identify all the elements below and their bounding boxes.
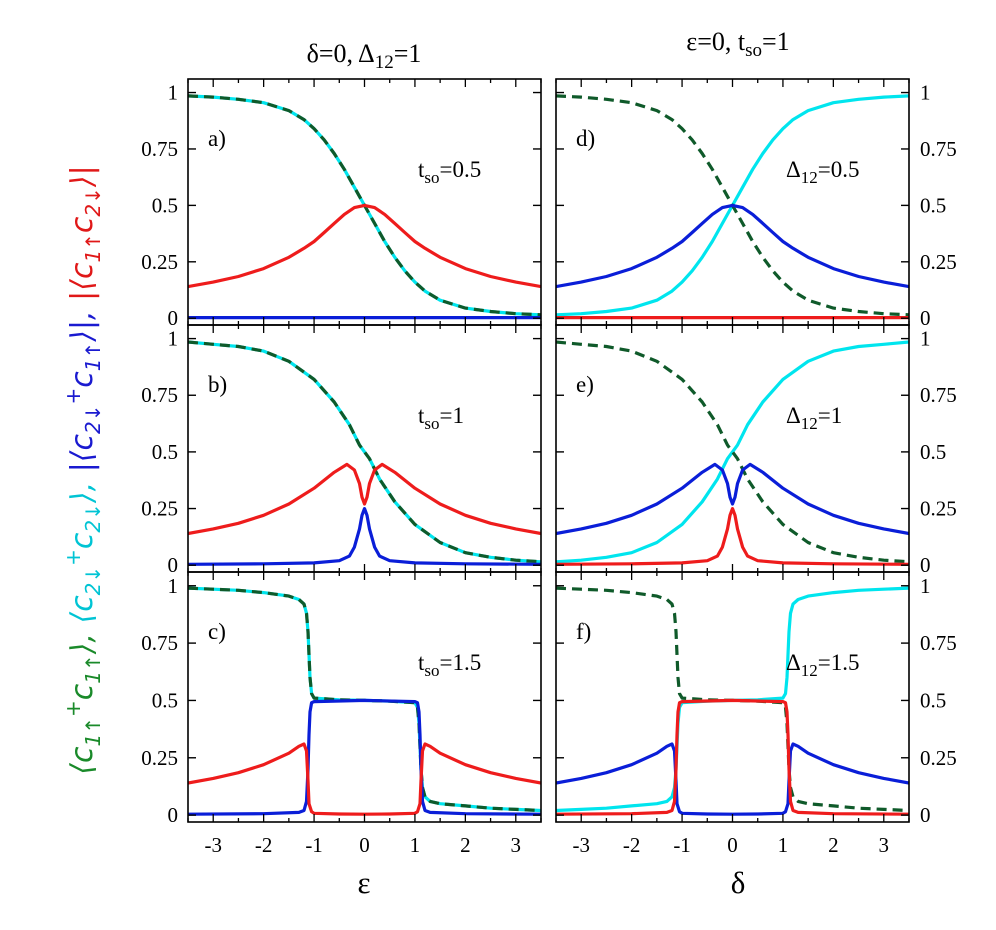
- y-tick-label: 1: [920, 574, 931, 598]
- y-tick-label: 0.25: [920, 497, 957, 521]
- plot-frame: [555, 571, 910, 823]
- plot-frame: [187, 571, 542, 823]
- x-tick-label: 3: [511, 833, 522, 857]
- y-tick-label: 0: [920, 306, 931, 330]
- x-tick-label: -3: [204, 833, 222, 857]
- series-line: [556, 203, 909, 289]
- series-group: [556, 340, 909, 566]
- series-group: [188, 94, 541, 320]
- y-tick-label: 0.25: [141, 746, 178, 770]
- x-tick-label: -2: [255, 833, 273, 857]
- panel-letter: a): [208, 126, 226, 151]
- panel-a: 0 0.25 0.5 0.75 1 a) tso=0.5: [141, 78, 542, 330]
- y-tick-label: 0.5: [920, 193, 946, 217]
- series-line: [556, 507, 909, 566]
- parameter-label: Δ12=1: [786, 403, 842, 433]
- x-tick-label: -1: [305, 833, 323, 857]
- panel-letter: d): [576, 126, 595, 151]
- y-tick-label: 1: [168, 574, 179, 598]
- series-line: [556, 340, 909, 564]
- y-tick-label: 1: [168, 81, 179, 105]
- x-tick-label: 0: [727, 833, 738, 857]
- y-tick-label: 0.25: [920, 746, 957, 770]
- x-tick-label: 3: [879, 833, 890, 857]
- y-tick-label: 0.5: [152, 688, 178, 712]
- parameter-label: tso=0.5: [418, 157, 481, 187]
- parameter-label: Δ12=0.5: [786, 157, 860, 187]
- panel-c: 0 0.25 0.5 0.75 1 -3 -2 -1 0 1 2 3 c) tso=1.5: [141, 571, 542, 857]
- y-tick-label: 0: [920, 803, 931, 827]
- y-tick-label: 0.75: [141, 631, 178, 655]
- column-title-left: δ=0, Δ12=1: [307, 39, 422, 73]
- x-tick-label: 1: [778, 833, 789, 857]
- y-tick-label: 1: [920, 327, 931, 351]
- y-tick-label: 0.75: [141, 383, 178, 407]
- y-tick-label: 0: [168, 306, 179, 330]
- panel-letter: e): [576, 372, 594, 397]
- plot-frame: [187, 324, 542, 573]
- series-line: [188, 507, 541, 566]
- series-line: [188, 742, 541, 816]
- y-tick-label: 1: [168, 327, 179, 351]
- panel-letter: f): [576, 619, 591, 644]
- series-group: [556, 94, 909, 320]
- panel-f: 0 0.25 0.5 0.75 1 -3 -2 -1 0 1 2 3 f) Δ12=1.5: [555, 571, 957, 857]
- parameter-label: tso=1.5: [418, 650, 481, 680]
- x-tick-label: 0: [359, 833, 370, 857]
- parameter-label: Δ12=1.5: [786, 650, 860, 680]
- y-tick-label: 0.25: [141, 497, 178, 521]
- x-tick-label: 1: [410, 833, 421, 857]
- x-tick-label: -1: [673, 833, 691, 857]
- panel-letter: b): [208, 372, 227, 397]
- y-tick-label: 1: [920, 81, 931, 105]
- y-tick-label: 0.75: [920, 137, 957, 161]
- panel-b: 0 0.25 0.5 0.75 1 b) tso=1: [141, 324, 542, 577]
- plot-frame: [555, 78, 910, 326]
- plot-frame: [187, 78, 542, 326]
- series-group: [556, 586, 909, 816]
- column-title-right: ε=0, tso=1: [686, 27, 789, 61]
- series-line: [556, 462, 909, 536]
- y-tick-label: 0.75: [920, 383, 957, 407]
- x-tick-label: -3: [572, 833, 590, 857]
- y-tick-label: 0.75: [141, 137, 178, 161]
- series-group: [188, 586, 541, 816]
- y-axis-label: ⟨c1↑+c1↑⟩, ⟨c2↓+c2↓⟩, |⟨c2↓+c1↑⟩|, |⟨c1↑…: [61, 165, 105, 774]
- y-tick-label: 0.75: [920, 631, 957, 655]
- series-line: [556, 742, 909, 816]
- series-line: [188, 340, 541, 564]
- x-tick-label: 2: [460, 833, 471, 857]
- panel-d: 0 0.25 0.5 0.75 1 d) Δ12=0.5: [555, 78, 957, 330]
- y-tick-label: 0.5: [152, 193, 178, 217]
- series-line: [188, 698, 541, 816]
- plot-frame: [555, 324, 910, 573]
- x-tick-label: -2: [623, 833, 641, 857]
- y-tick-label: 0.5: [920, 440, 946, 464]
- y-tick-label: 0.25: [141, 250, 178, 274]
- y-tick-label: 0: [920, 553, 931, 577]
- y-tick-label: 0.5: [920, 688, 946, 712]
- series-line: [188, 203, 541, 289]
- series-line: [188, 462, 541, 536]
- x-axis-title-right: δ: [731, 865, 746, 900]
- y-tick-label: 0.25: [920, 250, 957, 274]
- panels: 0 0.25 0.5 0.75 1 a) tso=0.5 0 0.25 0.5 0.75 1 b) tso…: [141, 78, 957, 857]
- x-tick-label: 2: [828, 833, 839, 857]
- series-line: [188, 340, 541, 564]
- x-axis-title-left: ε: [357, 865, 370, 900]
- panel-e: 0 0.25 0.5 0.75 1 e) Δ12=1: [555, 324, 957, 577]
- y-tick-label: 0: [168, 553, 179, 577]
- parameter-label: tso=1: [418, 403, 464, 433]
- panel-letter: c): [208, 619, 226, 644]
- y-tick-label: 0: [168, 803, 179, 827]
- series-line: [556, 698, 909, 816]
- series-group: [188, 340, 541, 566]
- series-line: [556, 340, 909, 564]
- y-tick-label: 0.5: [152, 440, 178, 464]
